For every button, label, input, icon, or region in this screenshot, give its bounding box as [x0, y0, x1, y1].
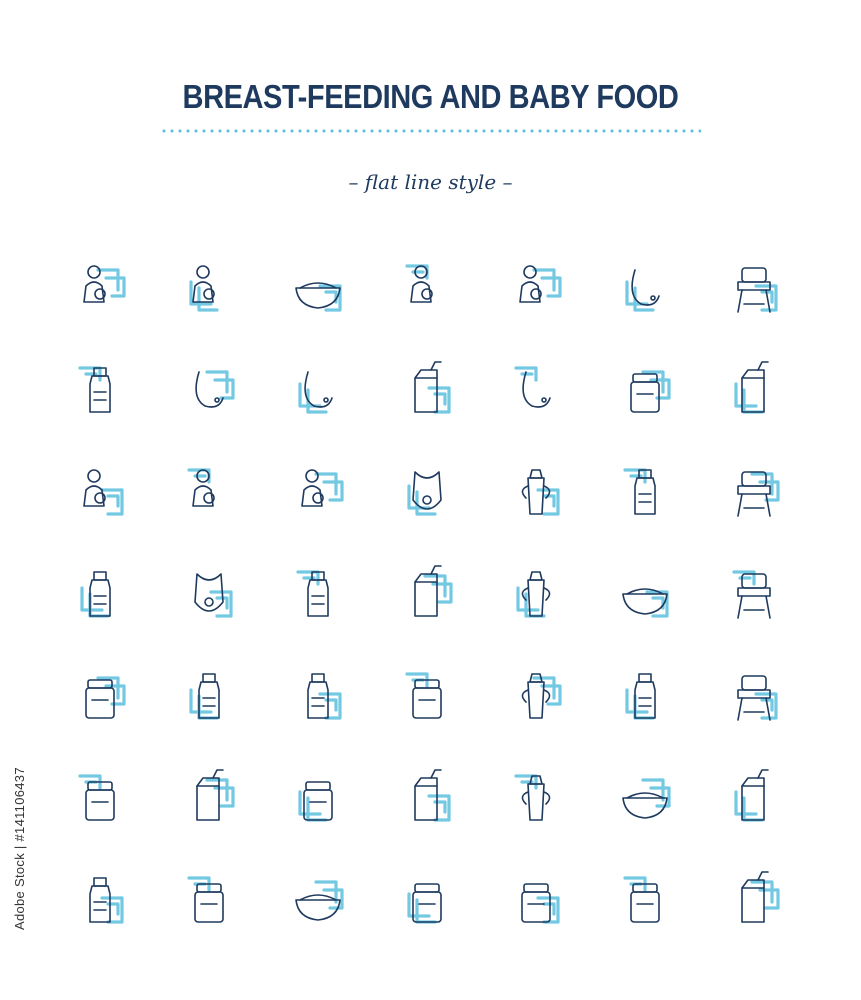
icon-grid [68, 256, 786, 932]
feeding-syringe-icon [68, 562, 132, 626]
baby-bottle-icon [177, 664, 241, 728]
spoon-fork-icon [613, 460, 677, 524]
baby-in-high-chair-icon [722, 460, 786, 524]
page-title: BREAST-FEEDING AND BABY FOOD [182, 78, 679, 115]
banana-pouch-icon [722, 766, 786, 830]
breast-pump-in-use-icon [177, 358, 241, 422]
lying-breastfeeding-icon [286, 256, 350, 320]
mother-baby-sling-icon [177, 256, 241, 320]
dotted-divider [160, 129, 701, 133]
bottle-with-spoon-icon [286, 664, 350, 728]
sippy-cup-handles-icon [504, 664, 568, 728]
baby-bottle-feeding-icon [68, 460, 132, 524]
milk-bottle-carrot-icon [68, 868, 132, 932]
folding-high-chair-icon [722, 664, 786, 728]
goat-milk-formula-icon [395, 664, 459, 728]
jar-pear-icon [395, 868, 459, 932]
mother-holding-baby-icon [68, 256, 132, 320]
sippy-cup-icon [504, 460, 568, 524]
manual-breast-pump-icon [68, 358, 132, 422]
steaming-porridge-icon [613, 766, 677, 830]
page-subtitle: – flat line style – [348, 170, 513, 194]
baby-profile-icon [286, 460, 350, 524]
goat-milk-glass-icon [504, 766, 568, 830]
apple-juice-box-icon [177, 766, 241, 830]
high-chair-icon [722, 562, 786, 626]
formula-can-scoop-icon [68, 664, 132, 728]
mother-breastfeeding-icon [395, 256, 459, 320]
nipple-shield-icon [504, 358, 568, 422]
bib-strawberry-icon [177, 562, 241, 626]
jar-chicken-icon [177, 868, 241, 932]
stock-id-watermark: Adobe Stock | #141106437 [12, 767, 27, 930]
bottle-sterilizer-icon [395, 562, 459, 626]
breast-profile-icon [613, 256, 677, 320]
breast-milk-drop-icon [286, 358, 350, 422]
juice-box-pumpkin-icon [722, 868, 786, 932]
nursing-bra-icon [722, 256, 786, 320]
pacifier-icon [504, 562, 568, 626]
nipple-cream-jar-icon [613, 358, 677, 422]
porridge-bowl-spoon-icon [613, 562, 677, 626]
jar-pumpkin-icon [286, 766, 350, 830]
cereal-tub-spoon-icon [286, 868, 350, 932]
baby-suckling-icon [504, 256, 568, 320]
diet-clipboard-timer-icon [722, 358, 786, 422]
dropper-icon [286, 562, 350, 626]
jar-apple-icon [504, 868, 568, 932]
baby-bib-icon [395, 460, 459, 524]
jar-and-spoon-icon [68, 766, 132, 830]
apple-puree-box-icon [395, 766, 459, 830]
bottle-timer-icon [613, 664, 677, 728]
electric-breast-pump-icon [395, 358, 459, 422]
jar-carrot-icon [613, 868, 677, 932]
baby-spoon-feeding-icon [177, 460, 241, 524]
